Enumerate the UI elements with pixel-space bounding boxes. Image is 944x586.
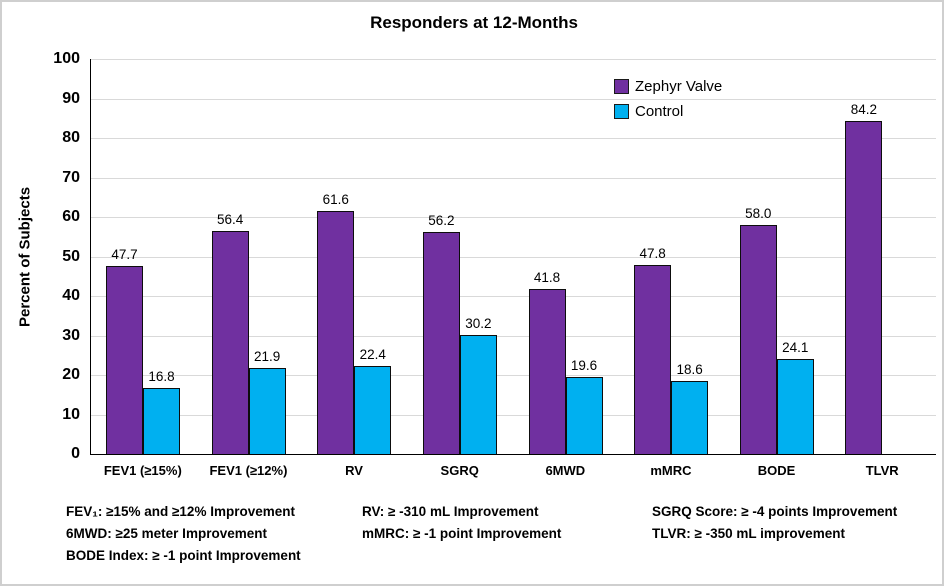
bar-zephyr-valve (739, 224, 777, 454)
legend-label: Control (635, 103, 684, 120)
bar-value-label: 16.8 (148, 368, 175, 384)
footnote-line: mMRC: ≥ -1 point Improvement (362, 526, 562, 541)
bar-value-label: 84.2 (850, 102, 878, 118)
gridline (91, 98, 936, 100)
gridline (91, 296, 936, 297)
bar-value-label: 47.8 (639, 246, 666, 262)
gridline (91, 217, 936, 218)
footnote-line: FEV₁: ≥15% and ≥12% Improvement (66, 504, 295, 519)
bar-zephyr-valve (422, 232, 460, 454)
x-axis-label: FEV1 (≥15%) (103, 463, 182, 478)
bar-zephyr-valve (317, 210, 355, 454)
x-axis-label: TLVR (865, 463, 899, 478)
legend-item-control: Control (614, 99, 722, 124)
bar-value-label: 58.0 (745, 205, 772, 221)
bar-value-label: 22.4 (359, 346, 386, 362)
footnote-line: RV: ≥ -310 mL Improvement (362, 504, 539, 519)
bar-value-label: 41.8 (533, 269, 561, 285)
gridline (91, 256, 936, 258)
y-tick-label: 80 (62, 129, 80, 146)
bar-zephyr-valve (528, 288, 566, 454)
bar-zephyr-valve (106, 265, 143, 454)
legend-item-zephyr-valve: Zephyr Valve (614, 74, 722, 99)
footnote-column-3: SGRQ Score: ≥ -4 points Improvement TLVR… (652, 501, 897, 545)
gridline (91, 375, 936, 376)
y-tick-label: 30 (62, 326, 80, 344)
zephyr-valve-swatch-icon (614, 79, 629, 94)
gridline (91, 177, 936, 179)
y-tick-label: 60 (62, 208, 80, 225)
bar-value-label: 21.9 (253, 348, 281, 364)
footnote-line: BODE Index: ≥ -1 point Improvement (66, 548, 301, 563)
x-axis-label: FEV1 (≥12%) (209, 463, 288, 478)
gridline (91, 59, 936, 60)
legend-label: Zephyr Valve (635, 78, 723, 95)
bar-zephyr-valve (845, 121, 883, 454)
bar-control (354, 365, 392, 454)
x-axis-label: RV (345, 463, 363, 478)
bar-value-label: 19.6 (570, 357, 598, 373)
bar-control (459, 334, 497, 454)
gridline (91, 335, 936, 337)
y-tick-label: 90 (62, 89, 80, 107)
footnote-line: 6MWD: ≥25 meter Improvement (66, 526, 267, 541)
bar-control (776, 358, 814, 454)
footnote-column-1: FEV₁: ≥15% and ≥12% Improvement 6MWD: ≥2… (66, 501, 301, 567)
x-axis-label: SGRQ (440, 463, 479, 478)
bar-control (565, 376, 603, 454)
bar-value-label: 18.6 (676, 361, 703, 377)
footnote-line: SGRQ Score: ≥ -4 points Improvement (652, 504, 898, 519)
x-axis-label: BODE (757, 463, 796, 478)
gridline (91, 414, 936, 416)
bar-value-label: 56.4 (216, 212, 244, 228)
bar-control (143, 387, 180, 454)
y-tick-label: 100 (53, 50, 80, 67)
bar-value-label: 30.2 (465, 315, 492, 331)
x-axis-label: mMRC (650, 463, 692, 478)
y-tick-label: 50 (62, 247, 80, 265)
y-tick-label: 10 (62, 405, 80, 423)
bar-value-label: 61.6 (322, 191, 349, 207)
footnote-line: TLVR: ≥ -350 mL improvement (652, 526, 845, 541)
y-tick-label: 20 (62, 366, 80, 383)
control-swatch-icon (614, 104, 629, 119)
gridline (91, 138, 936, 139)
footnote-column-2: RV: ≥ -310 mL Improvement mMRC: ≥ -1 poi… (362, 501, 561, 545)
x-axis-label: 6MWD (545, 463, 586, 478)
bar-value-label: 24.1 (782, 339, 809, 355)
bar-zephyr-valve (211, 231, 249, 454)
bar-value-label: 56.2 (428, 213, 455, 229)
y-tick-label: 70 (62, 168, 80, 186)
legend: Zephyr Valve Control (614, 74, 722, 124)
bar-control (671, 380, 709, 454)
bar-zephyr-valve (634, 265, 672, 454)
y-tick-label: 0 (71, 445, 80, 462)
chart-title: Responders at 12-Months (370, 13, 578, 32)
y-tick-label: 40 (62, 287, 80, 304)
plot-area: 47.7 16.8 56.4 21.9 61.6 22.4 56.2 30.2 41.8 19.6… (90, 59, 936, 455)
bar-value-label: 47.7 (111, 246, 138, 262)
bar-control (248, 367, 286, 454)
